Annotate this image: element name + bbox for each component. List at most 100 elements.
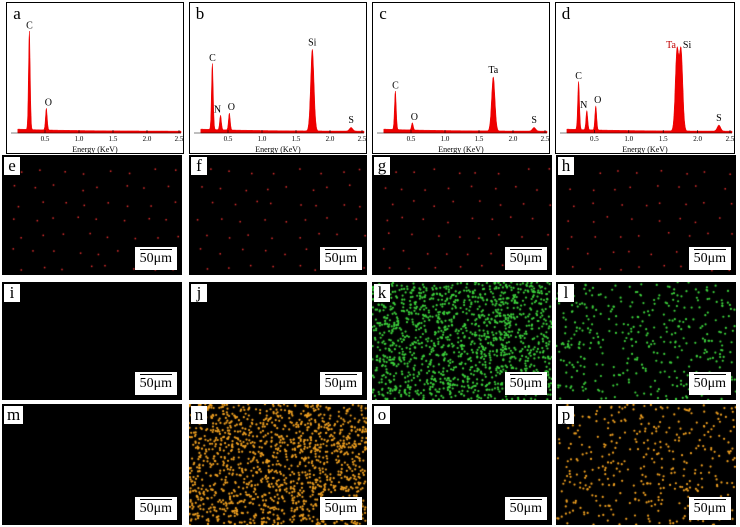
spectrum-trace bbox=[566, 45, 733, 134]
peak-label-ta: Ta bbox=[488, 65, 498, 76]
scale-bar-line bbox=[509, 249, 542, 250]
scale-bar-line bbox=[693, 249, 726, 250]
map-panel-i: i 50μm bbox=[2, 282, 182, 400]
scale-bar-h: 50μm bbox=[688, 247, 731, 270]
x-axis-label-c: Energy (KeV) bbox=[438, 145, 484, 154]
scale-bar-line bbox=[509, 374, 542, 375]
map-panel-l: l 50μm bbox=[556, 282, 736, 400]
scale-bar-label: 50μm bbox=[509, 251, 542, 266]
map-panel-e: e 50μm bbox=[2, 155, 182, 275]
scale-bar-l: 50μm bbox=[688, 372, 731, 395]
spectrum-svg-b: 0.5 1.0 1.5 2.0 2.5 C N O Si S bbox=[194, 37, 367, 143]
x-tick-label: 2.0 bbox=[509, 135, 518, 143]
spectrum-trace bbox=[17, 31, 182, 134]
map-panel-h: h 50μm bbox=[556, 155, 736, 275]
x-tick-label: 2.0 bbox=[326, 135, 335, 143]
x-axis-label-b: Energy (KeV) bbox=[255, 145, 301, 154]
panel-letter-p: p bbox=[558, 406, 574, 424]
scale-bar-line bbox=[139, 499, 172, 500]
panel-letter-j: j bbox=[191, 284, 207, 302]
scale-bar-j: 50μm bbox=[319, 372, 362, 395]
x-tick-label: 1.5 bbox=[292, 135, 301, 143]
panel-letter-k: k bbox=[374, 284, 390, 302]
scale-bar-line bbox=[693, 374, 726, 375]
scale-bar-label: 50μm bbox=[324, 251, 357, 266]
x-tick-label: 0.5 bbox=[41, 135, 50, 143]
panel-letter-b: b bbox=[195, 4, 205, 23]
panel-letter-c: c bbox=[379, 4, 387, 23]
scale-bar-line bbox=[139, 249, 172, 250]
x-tick-label: 2.5 bbox=[541, 135, 550, 143]
peak-label-s: S bbox=[531, 115, 537, 126]
spectrum-svg-a: 0.5 1.0 1.5 2.0 2.5 C O bbox=[11, 21, 184, 143]
x-tick-label: 0.5 bbox=[407, 135, 416, 143]
scale-bar-f: 50μm bbox=[319, 247, 362, 270]
scale-bar-g: 50μm bbox=[504, 247, 547, 270]
panel-letter-f: f bbox=[191, 157, 207, 175]
x-tick-label: 2.5 bbox=[175, 135, 184, 143]
scale-bar-m: 50μm bbox=[134, 497, 177, 520]
scale-bar-line bbox=[324, 499, 357, 500]
scale-bar-p: 50μm bbox=[688, 497, 731, 520]
spectrum-panel-d: 0.5 1.0 1.5 2.0 2.5 C N O Ta Si S d Energy (KeV) bbox=[555, 2, 735, 154]
peak-label-n: N bbox=[214, 105, 221, 116]
panel-letter-g: g bbox=[374, 157, 390, 175]
x-tick-label: 1.0 bbox=[624, 135, 633, 143]
spectrum-panel-b: 0.5 1.0 1.5 2.0 2.5 C N O Si S b Energy (KeV) bbox=[189, 2, 367, 154]
scale-bar-label: 50μm bbox=[509, 501, 542, 516]
peak-label-c: C bbox=[209, 53, 216, 64]
map-panel-o: o 50μm bbox=[372, 404, 552, 525]
peak-label-o: O bbox=[228, 102, 235, 113]
map-panel-k: k 50μm bbox=[372, 282, 552, 400]
x-tick-label: 2.0 bbox=[143, 135, 152, 143]
scale-bar-label: 50μm bbox=[693, 251, 726, 266]
scale-bar-line bbox=[139, 374, 172, 375]
x-tick-label: 2.5 bbox=[358, 135, 367, 143]
panel-letter-o: o bbox=[374, 406, 390, 424]
x-tick-label: 1.5 bbox=[109, 135, 118, 143]
scale-bar-label: 50μm bbox=[509, 376, 542, 391]
x-axis-label-d: Energy (KeV) bbox=[622, 145, 668, 154]
scale-bar-n: 50μm bbox=[319, 497, 362, 520]
peak-label-o: O bbox=[594, 95, 601, 106]
spectrum-panel-a: 0.5 1.0 1.5 2.0 2.5 C O a Energy (KeV) bbox=[6, 2, 184, 154]
scale-bar-line bbox=[324, 374, 357, 375]
peak-label-s: S bbox=[716, 113, 722, 124]
peak-label-o: O bbox=[45, 97, 52, 108]
x-tick-label: 2.0 bbox=[693, 135, 702, 143]
scale-bar-label: 50μm bbox=[324, 376, 357, 391]
panel-letter-l: l bbox=[558, 284, 574, 302]
x-tick-label: 0.5 bbox=[590, 135, 599, 143]
scale-bar-i: 50μm bbox=[134, 372, 177, 395]
peak-label-s: S bbox=[348, 115, 354, 126]
scale-bar-label: 50μm bbox=[139, 501, 172, 516]
scale-bar-e: 50μm bbox=[134, 247, 177, 270]
scale-bar-label: 50μm bbox=[693, 501, 726, 516]
scale-bar-o: 50μm bbox=[504, 497, 547, 520]
scale-bar-line bbox=[693, 499, 726, 500]
scale-bar-label: 50μm bbox=[139, 376, 172, 391]
panel-letter-n: n bbox=[191, 406, 207, 424]
x-tick-label: 1.5 bbox=[475, 135, 484, 143]
map-panel-m: m 50μm bbox=[2, 404, 182, 525]
panel-letter-i: i bbox=[4, 284, 20, 302]
map-panel-g: g 50μm bbox=[372, 155, 552, 275]
x-tick-label: 1.0 bbox=[258, 135, 267, 143]
peak-label-si: Si bbox=[683, 40, 692, 51]
x-tick-label: 1.0 bbox=[75, 135, 84, 143]
panel-letter-e: e bbox=[4, 157, 20, 175]
scale-bar-line bbox=[509, 499, 542, 500]
peak-label-c: C bbox=[392, 81, 399, 92]
x-tick-label: 1.5 bbox=[659, 135, 668, 143]
map-panel-f: f 50μm bbox=[189, 155, 367, 275]
spectrum-trace bbox=[383, 76, 548, 134]
panel-letter-a: a bbox=[13, 4, 21, 23]
peak-label-o: O bbox=[411, 112, 418, 123]
peak-label-c: C bbox=[26, 21, 33, 32]
spectrum-trace bbox=[200, 49, 365, 134]
panel-letter-m: m bbox=[4, 406, 24, 424]
x-tick-label: 0.5 bbox=[224, 135, 233, 143]
scale-bar-k: 50μm bbox=[504, 372, 547, 395]
x-axis-label-a: Energy (KeV) bbox=[72, 145, 118, 154]
x-tick-label: 1.0 bbox=[441, 135, 450, 143]
